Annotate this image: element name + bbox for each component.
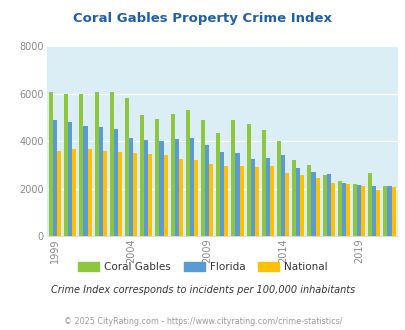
Bar xyxy=(144,140,148,236)
Bar xyxy=(231,120,235,236)
Bar xyxy=(337,182,341,236)
Bar xyxy=(140,115,144,236)
Bar xyxy=(382,186,386,236)
Bar xyxy=(246,124,250,236)
Bar xyxy=(341,182,345,236)
Text: Crime Index corresponds to incidents per 100,000 inhabitants: Crime Index corresponds to incidents per… xyxy=(51,285,354,295)
Bar xyxy=(352,184,356,236)
Bar xyxy=(185,110,190,236)
Bar xyxy=(57,150,61,236)
Bar xyxy=(133,153,137,236)
Bar xyxy=(386,186,390,236)
Bar xyxy=(109,92,113,236)
Bar xyxy=(200,120,205,236)
Bar xyxy=(375,190,379,236)
Bar xyxy=(125,98,129,236)
Bar xyxy=(284,173,288,236)
Bar xyxy=(390,187,395,236)
Bar xyxy=(371,186,375,236)
Bar xyxy=(276,141,280,236)
Bar xyxy=(102,150,107,236)
Bar xyxy=(220,152,224,236)
Bar xyxy=(155,118,159,236)
Bar xyxy=(235,153,239,236)
Bar xyxy=(98,127,102,236)
Bar xyxy=(330,182,334,236)
Bar xyxy=(215,133,220,236)
Bar xyxy=(311,172,315,236)
Bar xyxy=(79,94,83,236)
Legend: Coral Gables, Florida, National: Coral Gables, Florida, National xyxy=(74,258,331,276)
Bar xyxy=(83,126,87,236)
Bar xyxy=(239,166,243,236)
Bar xyxy=(129,138,133,236)
Bar xyxy=(94,92,98,236)
Text: © 2025 CityRating.com - https://www.cityrating.com/crime-statistics/: © 2025 CityRating.com - https://www.city… xyxy=(64,317,341,326)
Text: Coral Gables Property Crime Index: Coral Gables Property Crime Index xyxy=(73,12,332,24)
Bar xyxy=(190,138,194,236)
Bar xyxy=(224,166,228,236)
Bar xyxy=(265,158,269,236)
Bar xyxy=(148,154,152,236)
Bar xyxy=(72,149,76,236)
Bar xyxy=(194,160,198,236)
Bar xyxy=(53,120,57,236)
Bar xyxy=(296,168,300,236)
Bar xyxy=(280,155,284,236)
Bar xyxy=(174,139,178,236)
Bar xyxy=(360,186,364,236)
Bar xyxy=(261,130,265,236)
Bar xyxy=(87,149,92,236)
Bar xyxy=(170,114,174,236)
Bar xyxy=(322,176,326,236)
Bar xyxy=(292,160,296,236)
Bar xyxy=(117,152,122,236)
Bar xyxy=(113,129,117,236)
Bar xyxy=(64,94,68,236)
Bar xyxy=(326,174,330,236)
Bar xyxy=(367,173,371,236)
Bar xyxy=(178,159,182,236)
Bar xyxy=(307,165,311,236)
Bar xyxy=(205,145,209,236)
Bar xyxy=(345,184,349,236)
Bar xyxy=(254,167,258,236)
Bar xyxy=(68,122,72,236)
Bar xyxy=(315,178,319,236)
Bar xyxy=(159,141,163,236)
Bar xyxy=(356,185,360,236)
Bar xyxy=(209,164,213,236)
Bar xyxy=(163,155,167,236)
Bar xyxy=(269,166,273,236)
Bar xyxy=(300,176,304,236)
Bar xyxy=(250,159,254,236)
Bar xyxy=(49,92,53,236)
